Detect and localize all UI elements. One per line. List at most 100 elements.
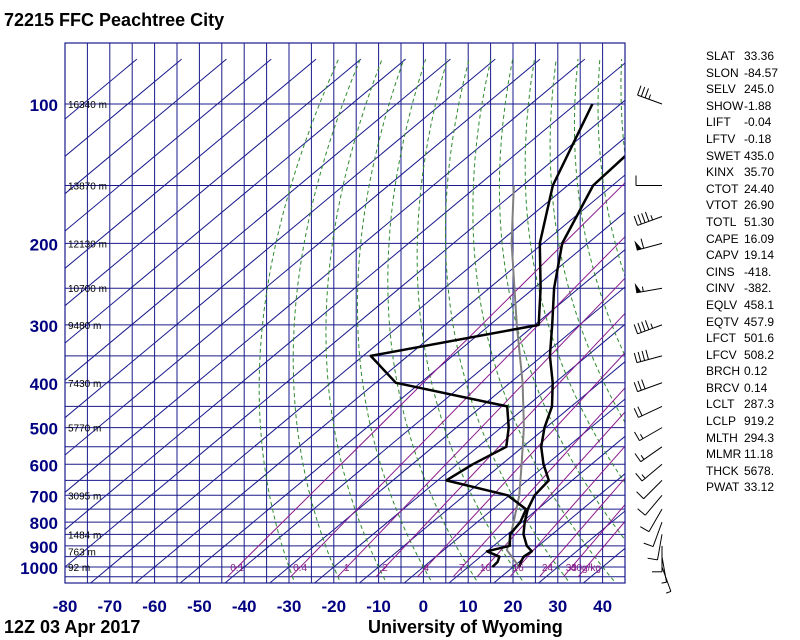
- index-name: LFTV: [706, 131, 736, 146]
- mixing-ratio-line: [452, 387, 625, 578]
- index-row-slat: SLAT 33.36: [706, 48, 778, 65]
- index-name: CAPV: [706, 248, 739, 263]
- index-name: CAPE: [706, 231, 739, 246]
- index-value: -0.04: [744, 115, 772, 130]
- wind-barb: [634, 446, 663, 463]
- isotherm-line: [65, 58, 451, 381]
- isotherm-line: [65, 58, 182, 157]
- isotherm-line: [65, 58, 586, 493]
- index-value: 19.14: [744, 248, 775, 263]
- pressure-tick-label: 400: [30, 375, 58, 394]
- temperature-tick-label: 10: [459, 597, 478, 616]
- index-value: 0.14: [744, 380, 768, 395]
- index-row-selv: SELV 245.0: [706, 81, 778, 98]
- mixing-ratio-label: 4: [423, 563, 429, 574]
- height-label: 12130 m: [68, 239, 107, 250]
- barb-staff: [644, 494, 663, 516]
- barb-flag: [641, 213, 646, 223]
- wind-barb: [635, 175, 662, 187]
- barb-staff: [641, 463, 663, 482]
- mixing-ratio-label: 0.4: [293, 563, 307, 574]
- index-name: BRCH: [706, 364, 741, 379]
- barb-staff: [640, 446, 663, 463]
- temperature-tick-label: -10: [366, 597, 391, 616]
- temperature-tick-label: -20: [322, 597, 347, 616]
- mixing-ratio-line: [337, 277, 625, 578]
- mixing-ratio-line: [509, 445, 625, 578]
- dry-adiabat-line: [292, 58, 361, 583]
- barb-flag: [637, 214, 642, 225]
- isotherm-line: [403, 398, 625, 583]
- dry-adiabat-line: [258, 58, 339, 583]
- grid: [64, 43, 626, 583]
- mixing-ratio-label: 33: [566, 563, 578, 574]
- mixing-ratio-label: 0.1: [230, 563, 244, 574]
- wind-barbs: [633, 85, 672, 594]
- index-name: KINX: [706, 165, 735, 180]
- wind-barb: [636, 480, 663, 500]
- barb-flag: [644, 211, 650, 222]
- dry-adiabat-line: [387, 58, 479, 583]
- barb-flag: [633, 382, 639, 392]
- index-row-brcv: BRCV 0.14: [706, 380, 778, 397]
- pressure-tick-label: 700: [30, 487, 58, 506]
- index-value: 33.12: [744, 480, 775, 495]
- isotherm-line: [224, 249, 625, 583]
- index-name: SWET: [706, 148, 741, 163]
- isotherm-line: [134, 174, 625, 583]
- barb-flag: [644, 88, 649, 99]
- wind-barb: [633, 349, 663, 364]
- barb-staff: [656, 534, 663, 561]
- index-value: 24.40: [744, 181, 775, 196]
- pressure-tick-label: 200: [30, 235, 58, 254]
- mixing-ratio-label: 1: [344, 563, 350, 574]
- pressure-tick-label: 1000: [20, 559, 58, 578]
- dry-adiabat-line: [356, 58, 433, 583]
- index-value: 5678.: [744, 463, 775, 478]
- barb-flag: [645, 349, 649, 360]
- height-label: 5770 m: [68, 424, 101, 435]
- index-row-lclt: LCLT 287.3: [706, 396, 778, 413]
- barb-flag: [633, 352, 638, 363]
- barb-staff: [638, 405, 663, 418]
- mixing-ratio-label: 7: [459, 563, 465, 574]
- index-name: CINS: [706, 264, 735, 279]
- pressure-tick-label: 300: [30, 317, 58, 336]
- index-row-pwat: PWAT 33.12: [706, 479, 778, 496]
- barb-half-flag: [650, 215, 654, 221]
- barb-flag: [637, 406, 643, 416]
- index-row-lfcv: LFCV 508.2: [706, 347, 778, 364]
- isotherm-line: [358, 361, 625, 583]
- index-row-brch: BRCH 0.12: [706, 363, 778, 380]
- isotherm-line: [313, 323, 625, 583]
- height-label: 13870 m: [68, 182, 107, 193]
- index-name: CINV: [706, 281, 735, 296]
- barb-staff: [652, 521, 663, 547]
- temperature-tick-label: -30: [277, 597, 302, 616]
- mixing-ratio-line: [227, 182, 625, 578]
- mixing-ratio-label: 2: [382, 563, 388, 574]
- barb-half-flag: [641, 286, 644, 292]
- height-label: 763 m: [68, 547, 96, 558]
- temperature-tick-label: -80: [53, 597, 78, 616]
- dry-adiabat-line: [472, 58, 617, 583]
- temperature-trace: [518, 154, 625, 568]
- mixing-ratio-label: 16: [513, 563, 525, 574]
- barb-flag: [633, 215, 639, 226]
- index-row-cape: CAPE 16.09: [706, 231, 778, 248]
- height-label: 10700 m: [68, 284, 107, 295]
- barb-half-flag: [640, 434, 644, 439]
- barb-flag: [636, 491, 644, 500]
- isotherm-line: [448, 435, 625, 583]
- wind-barb: [661, 566, 672, 594]
- index-value: 435.0: [744, 148, 775, 163]
- index-row-mlth: MLTH 294.3: [706, 430, 778, 447]
- mixing-ratio-label: 24: [542, 563, 554, 574]
- barb-pennant: [634, 240, 642, 251]
- barb-flag: [633, 324, 639, 334]
- index-value: 35.70: [744, 165, 775, 180]
- mixing-ratio-line: [290, 235, 625, 578]
- index-row-cinv: CINV -382.: [706, 280, 778, 297]
- page-title: 72215 FFC Peachtree City: [4, 10, 225, 30]
- isotherm-line: [65, 58, 317, 269]
